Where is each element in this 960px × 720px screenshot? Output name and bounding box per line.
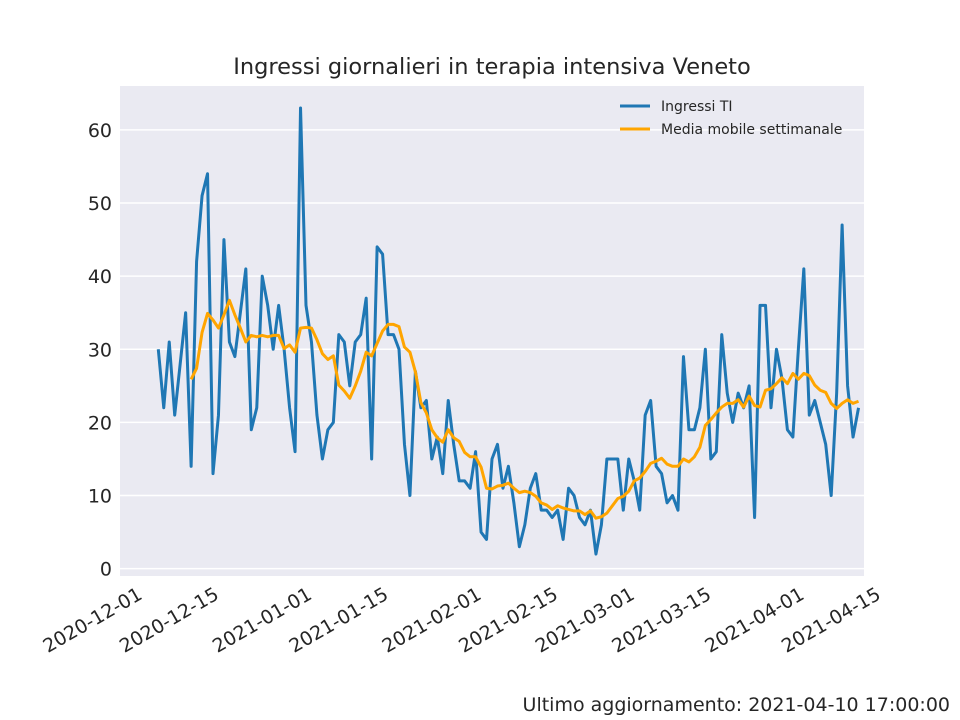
series-line-media-mobile [189, 298, 860, 520]
plot-area [120, 86, 864, 576]
chart-title: Ingressi giornalieri in terapia intensiv… [233, 54, 751, 80]
y-tick-label: 60 [88, 120, 112, 142]
y-tick-label: 20 [88, 412, 112, 434]
legend-label-ingressi-ti: Ingressi TI [661, 99, 733, 115]
y-tick-label: 30 [88, 339, 112, 361]
legend: Ingressi TI Media mobile settimanale [620, 99, 842, 138]
x-axis-ticks: 2020-12-012020-12-152021-01-012021-01-15… [39, 583, 884, 657]
last-update-label: Ultimo aggiornamento: 2021-04-10 17:00:0… [522, 694, 950, 716]
y-tick-label: 0 [100, 559, 112, 581]
y-tick-label: 50 [88, 193, 112, 215]
legend-label-media-mobile: Media mobile settimanale [661, 122, 842, 138]
y-tick-label: 10 [88, 486, 112, 508]
y-axis-ticks: 0 10 20 30 40 50 60 [88, 120, 112, 581]
y-tick-label: 40 [88, 266, 112, 288]
series-layer [156, 106, 861, 556]
